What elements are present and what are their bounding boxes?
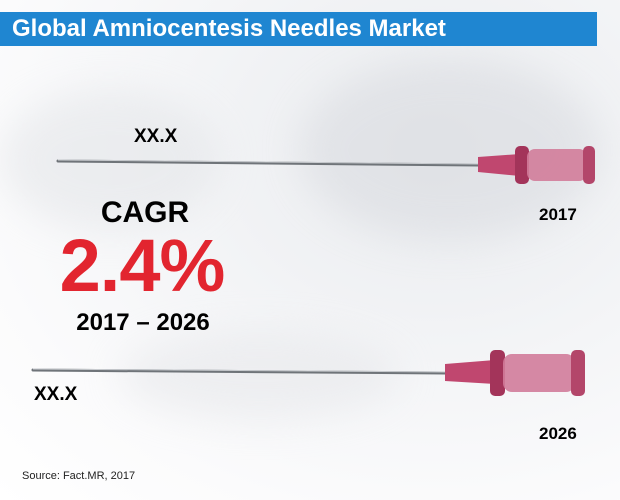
value-label-2026: XX.X: [34, 384, 78, 405]
category-label-2017: 2017: [539, 205, 577, 224]
cagr-label: CAGR: [100, 196, 190, 229]
cagr-value: 2.4%: [59, 224, 226, 307]
source-note: Source: Fact.MR, 2017: [22, 470, 136, 482]
chart-title: Global Amniocentesis Needles Market: [12, 15, 446, 42]
category-label-2026: 2026: [539, 424, 577, 443]
value-label-2017: XX.X: [134, 126, 178, 147]
background-blur-syringe: [120, 330, 400, 420]
title-bar: Global Amniocentesis Needles Market: [0, 12, 597, 46]
cagr-period: 2017 – 2026: [76, 309, 210, 336]
